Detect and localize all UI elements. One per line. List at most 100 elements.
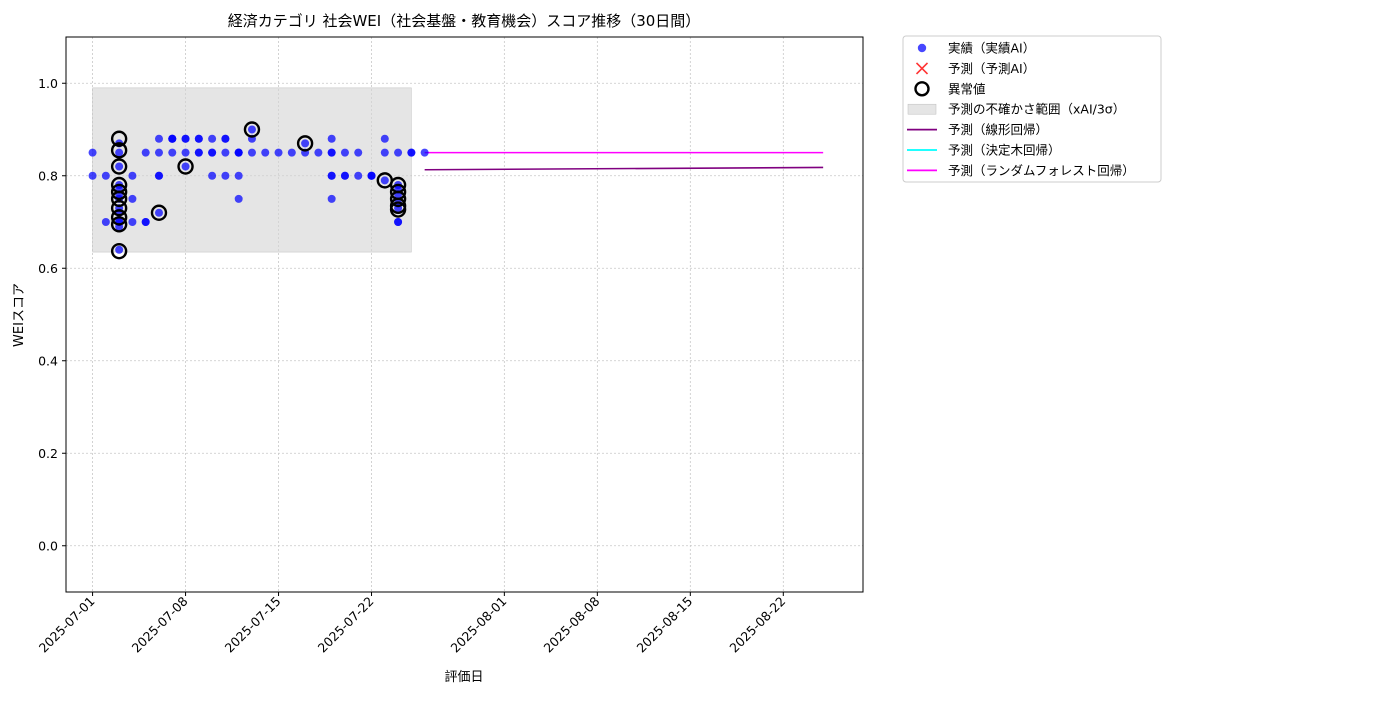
anomaly-marker (177, 158, 194, 175)
legend-uncertainty-patch (907, 103, 937, 115)
actual-point (234, 171, 243, 180)
actual-point (221, 134, 230, 143)
x-axis-label: 評価日 (444, 670, 483, 685)
anomaly-marker (110, 130, 128, 147)
actual-point (247, 125, 256, 134)
actual-point (327, 148, 336, 157)
linear-regression-line (424, 166, 824, 171)
y-tick-label: 0.0 (38, 538, 58, 553)
y-tick-label: 0.6 (38, 261, 58, 276)
actual-point (128, 171, 137, 180)
actual-point (168, 148, 177, 157)
actual-point (128, 218, 137, 226)
actual-point (181, 134, 190, 143)
legend-label-anomaly: 異常値 (948, 81, 986, 96)
legend-label-linear: 予測（線形回帰） (948, 122, 1048, 137)
actual-point (367, 171, 376, 180)
actual-point (194, 134, 203, 143)
actual-point (221, 171, 230, 180)
actual-point (354, 171, 363, 180)
anomaly-marker (110, 242, 128, 260)
actual-point (327, 194, 336, 203)
actual-point (208, 134, 217, 143)
actual-point (420, 148, 429, 157)
plot-frame (65, 36, 864, 593)
actual-point (380, 176, 389, 185)
actual-point (88, 171, 97, 180)
anomaly-marker (110, 190, 128, 208)
actual-point (234, 148, 243, 157)
actual-point (115, 245, 124, 254)
anomaly-marker (243, 121, 261, 138)
legend-label-predicted: 予測（予測AI） (948, 61, 1035, 76)
actual-point (88, 148, 97, 157)
actual-point (101, 218, 110, 226)
actual-point (154, 171, 163, 180)
legend-predicted-x-icon (915, 62, 929, 75)
legend-actual-marker (917, 43, 927, 53)
regression-lines (424, 151, 824, 171)
legend-label-actual: 実績（実績AI） (948, 41, 1035, 56)
y-tick-label: 1.0 (38, 76, 58, 91)
anomaly-marker (150, 204, 168, 221)
actual-point (154, 208, 163, 217)
x-tick-label: 2025-07-15 (222, 594, 284, 656)
actual-point (274, 148, 283, 157)
actual-point (194, 148, 203, 157)
legend-label-forest: 予測（ランダムフォレスト回帰） (948, 163, 1135, 178)
actual-point (407, 148, 416, 157)
actual-point (301, 139, 310, 148)
actual-point (340, 171, 349, 180)
actual-point (115, 148, 124, 157)
anomaly-marker (110, 199, 128, 217)
plot-area (65, 36, 864, 593)
actual-point (208, 148, 217, 157)
actual-point (128, 194, 137, 203)
actual-point (314, 148, 323, 157)
legend-anomaly-ring-icon (914, 81, 930, 97)
legend-label-uncertainty: 予測の不確かさ範囲（xAI/3σ） (948, 102, 1125, 117)
anomaly-marker (110, 158, 128, 175)
actual-point (394, 148, 403, 157)
actual-point (154, 134, 163, 143)
actual-point (168, 134, 177, 143)
x-tick-label: 2025-08-08 (540, 593, 602, 655)
actual-point (327, 134, 336, 143)
actual-point (234, 194, 243, 203)
actual-point (261, 148, 270, 157)
anomaly-marker (110, 183, 128, 201)
x-tick-label: 2025-07-01 (36, 594, 98, 656)
anomaly-markers (110, 121, 407, 260)
y-axis-label: WEIスコア (12, 283, 27, 347)
x-tick-label: 2025-08-22 (726, 594, 788, 656)
actual-point (101, 171, 110, 180)
x-tick-label: 2025-07-08 (129, 593, 191, 655)
y-axis: 0.0 0.2 0.4 0.6 0.8 1.0 (38, 76, 66, 553)
actual-point (340, 148, 349, 157)
anomaly-marker (110, 209, 128, 226)
actual-point (208, 171, 217, 180)
y-tick-label: 0.4 (38, 353, 58, 368)
legend-frame (902, 35, 1162, 183)
anomaly-marker (110, 142, 128, 159)
actual-point (327, 171, 336, 180)
y-tick-label: 0.2 (38, 446, 58, 461)
actual-point (247, 148, 256, 157)
actual-point (115, 162, 124, 171)
x-tick-label: 2025-08-15 (633, 594, 695, 656)
uncertainty-band-rect (92, 87, 412, 253)
anomaly-marker (110, 216, 128, 233)
anomaly-marker (389, 201, 407, 218)
actual-point (287, 148, 296, 157)
actual-point (380, 148, 389, 157)
actual-point (354, 148, 363, 157)
anomaly-marker (296, 135, 314, 152)
uncertainty-band (92, 87, 412, 253)
actual-point (141, 218, 150, 226)
actual-point (394, 218, 403, 226)
actual-point (154, 148, 163, 157)
actual-point (380, 134, 389, 143)
y-tick-label: 0.8 (38, 168, 58, 183)
